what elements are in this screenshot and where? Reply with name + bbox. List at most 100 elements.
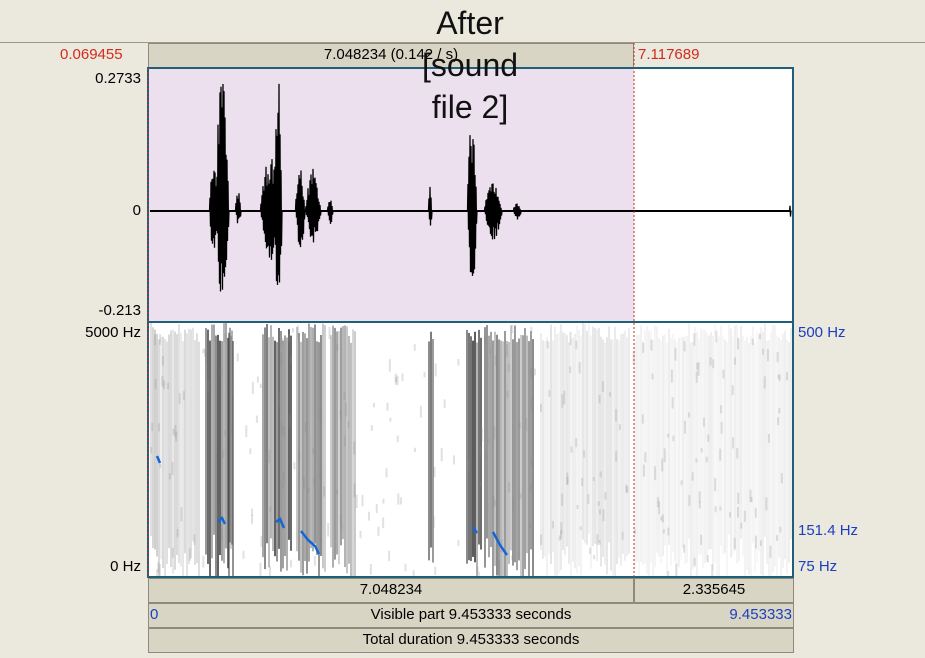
spectral-band	[584, 324, 586, 543]
spectral-band	[700, 329, 702, 554]
spectral-band	[690, 343, 692, 581]
noise	[400, 497, 402, 504]
noise	[193, 534, 195, 545]
noise	[644, 452, 646, 462]
spectral-band	[546, 337, 548, 581]
noise	[414, 448, 416, 452]
spectral-band	[342, 326, 344, 539]
spectral-band	[209, 341, 211, 587]
spectral-band	[480, 338, 482, 550]
noise	[433, 517, 435, 528]
noise	[476, 567, 478, 573]
noise	[251, 515, 253, 524]
spectral-band	[612, 340, 614, 588]
spectral-band	[720, 326, 722, 546]
spectral-band	[488, 336, 490, 558]
spectral-band	[504, 331, 506, 580]
spectral-band	[656, 327, 658, 553]
noise	[189, 548, 191, 560]
noise	[777, 352, 779, 362]
noise	[290, 356, 292, 363]
spectral-band	[542, 340, 544, 558]
spectral-band	[190, 330, 192, 559]
spectral-band	[618, 340, 620, 557]
noise	[693, 333, 695, 345]
noise	[764, 376, 766, 388]
pitch-min: 75 Hz	[798, 558, 837, 575]
y-zero: 0	[133, 202, 141, 219]
spectral-band	[174, 332, 176, 570]
spectral-band	[678, 338, 680, 567]
noise	[494, 500, 496, 505]
spectral-band	[530, 331, 532, 549]
noise	[457, 540, 459, 546]
selection-duration-bar[interactable]: 7.048234	[148, 578, 634, 603]
spectral-band	[198, 342, 200, 576]
pitch-max: 500 Hz	[798, 324, 846, 341]
noise	[420, 406, 422, 418]
noise	[701, 448, 703, 453]
spectral-band	[772, 325, 774, 573]
noise	[525, 418, 527, 431]
noise	[344, 435, 346, 446]
spectral-band	[213, 325, 215, 535]
spectral-band	[194, 340, 196, 565]
spectral-band	[320, 335, 322, 556]
spectral-band	[348, 336, 350, 564]
noise	[362, 495, 364, 507]
noise	[700, 535, 702, 545]
noise	[706, 457, 708, 463]
noise	[776, 535, 778, 541]
noise	[245, 425, 247, 437]
noise	[298, 450, 300, 461]
noise	[214, 335, 216, 341]
noise	[487, 438, 489, 442]
spectral-band	[316, 341, 318, 555]
rest-duration: 2.335645	[683, 581, 746, 598]
noise	[376, 504, 378, 513]
spectral-band	[712, 336, 714, 570]
noise	[161, 376, 163, 386]
noise	[540, 404, 542, 412]
spectral-band	[596, 329, 598, 561]
noise	[660, 516, 662, 520]
spectral-band	[654, 325, 656, 567]
spectral-band	[686, 336, 688, 563]
noise	[604, 492, 606, 499]
rest-duration-bar[interactable]: 2.335645	[634, 578, 794, 603]
spectral-band	[472, 341, 474, 557]
noise	[567, 477, 569, 484]
noise	[154, 334, 156, 345]
noise	[736, 448, 738, 458]
spectral-band	[520, 335, 522, 581]
noise	[563, 391, 565, 405]
noise	[162, 356, 164, 366]
noise	[752, 339, 754, 345]
spectral-band	[640, 325, 642, 562]
spectral-band	[280, 331, 282, 572]
noise	[293, 462, 295, 469]
spectral-band	[662, 335, 664, 556]
noise	[329, 327, 331, 339]
noise	[684, 421, 686, 434]
noise	[561, 394, 563, 407]
visible-bar[interactable]: Visible part 9.453333 seconds	[148, 603, 794, 628]
total-bar[interactable]: Total duration 9.453333 seconds	[148, 628, 794, 653]
spectral-band	[768, 340, 770, 579]
noise	[498, 560, 500, 574]
noise	[633, 351, 635, 363]
noise	[389, 417, 391, 421]
spectral-band	[692, 342, 694, 569]
noise	[530, 483, 532, 487]
spectral-band	[182, 341, 184, 589]
noise	[237, 353, 239, 361]
noise	[177, 529, 179, 537]
noise	[368, 512, 370, 521]
noise	[602, 381, 604, 392]
noise	[703, 418, 705, 427]
spectral-band	[570, 339, 572, 582]
noise	[232, 383, 234, 395]
noise	[577, 505, 579, 509]
noise	[779, 375, 781, 382]
spectral-band	[282, 341, 284, 569]
